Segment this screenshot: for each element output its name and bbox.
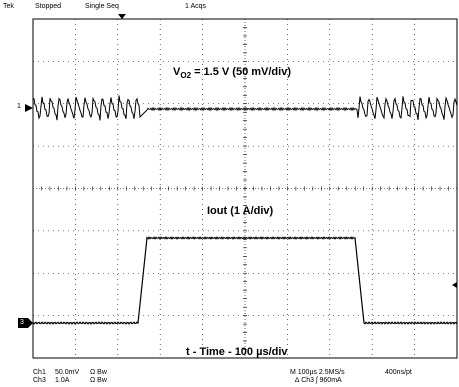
- timebase-readout: M 100µs 2.5MS/s: [290, 369, 345, 376]
- ch1-marker-label: 1: [17, 103, 21, 110]
- ch1-scale: 50.0mV: [55, 369, 80, 376]
- run-state-label: Stopped: [35, 3, 62, 10]
- ch3-label: Ch3: [33, 377, 46, 384]
- ch3-ground-marker: [18, 318, 33, 328]
- ch1-ground-marker: [25, 104, 33, 112]
- iout-annotation: Iout (1 A/div): [207, 205, 274, 217]
- acquisition-mode-label: Single Seq: [85, 3, 119, 10]
- trigger-level-marker: [452, 282, 457, 288]
- trigger-position-marker: [118, 14, 126, 19]
- sample-interval-readout: 400ns/pt: [385, 369, 412, 376]
- ch1-label: Ch1: [33, 369, 46, 376]
- ch1-coupling: Ω Bw: [90, 369, 107, 376]
- acquisition-count-label: 1 Acqs: [185, 3, 207, 10]
- ch3-marker-label: 3: [20, 319, 24, 326]
- vout-annotation: VO2 = 1.5 V (50 mV/div): [173, 66, 291, 81]
- timebase-annotation: t - Time - 100 µs/div: [186, 346, 288, 358]
- ch1-voltage-trace: [32, 95, 458, 121]
- scope-readout-bar: Ch1 50.0mV Ω Bw Ch3 1.0A Ω Bw M 100µs 2.…: [0, 362, 459, 387]
- brand-label: Tek: [3, 3, 14, 10]
- scope-status-bar: Tek Stopped Single Seq 1 Acqs: [0, 0, 459, 17]
- ch3-current-trace: [32, 236, 458, 325]
- ch3-coupling: Ω Bw: [90, 377, 107, 384]
- trigger-readout: ∆ Ch3 ʃ 960mA: [295, 377, 342, 384]
- ch3-scale: 1.0A: [55, 377, 70, 384]
